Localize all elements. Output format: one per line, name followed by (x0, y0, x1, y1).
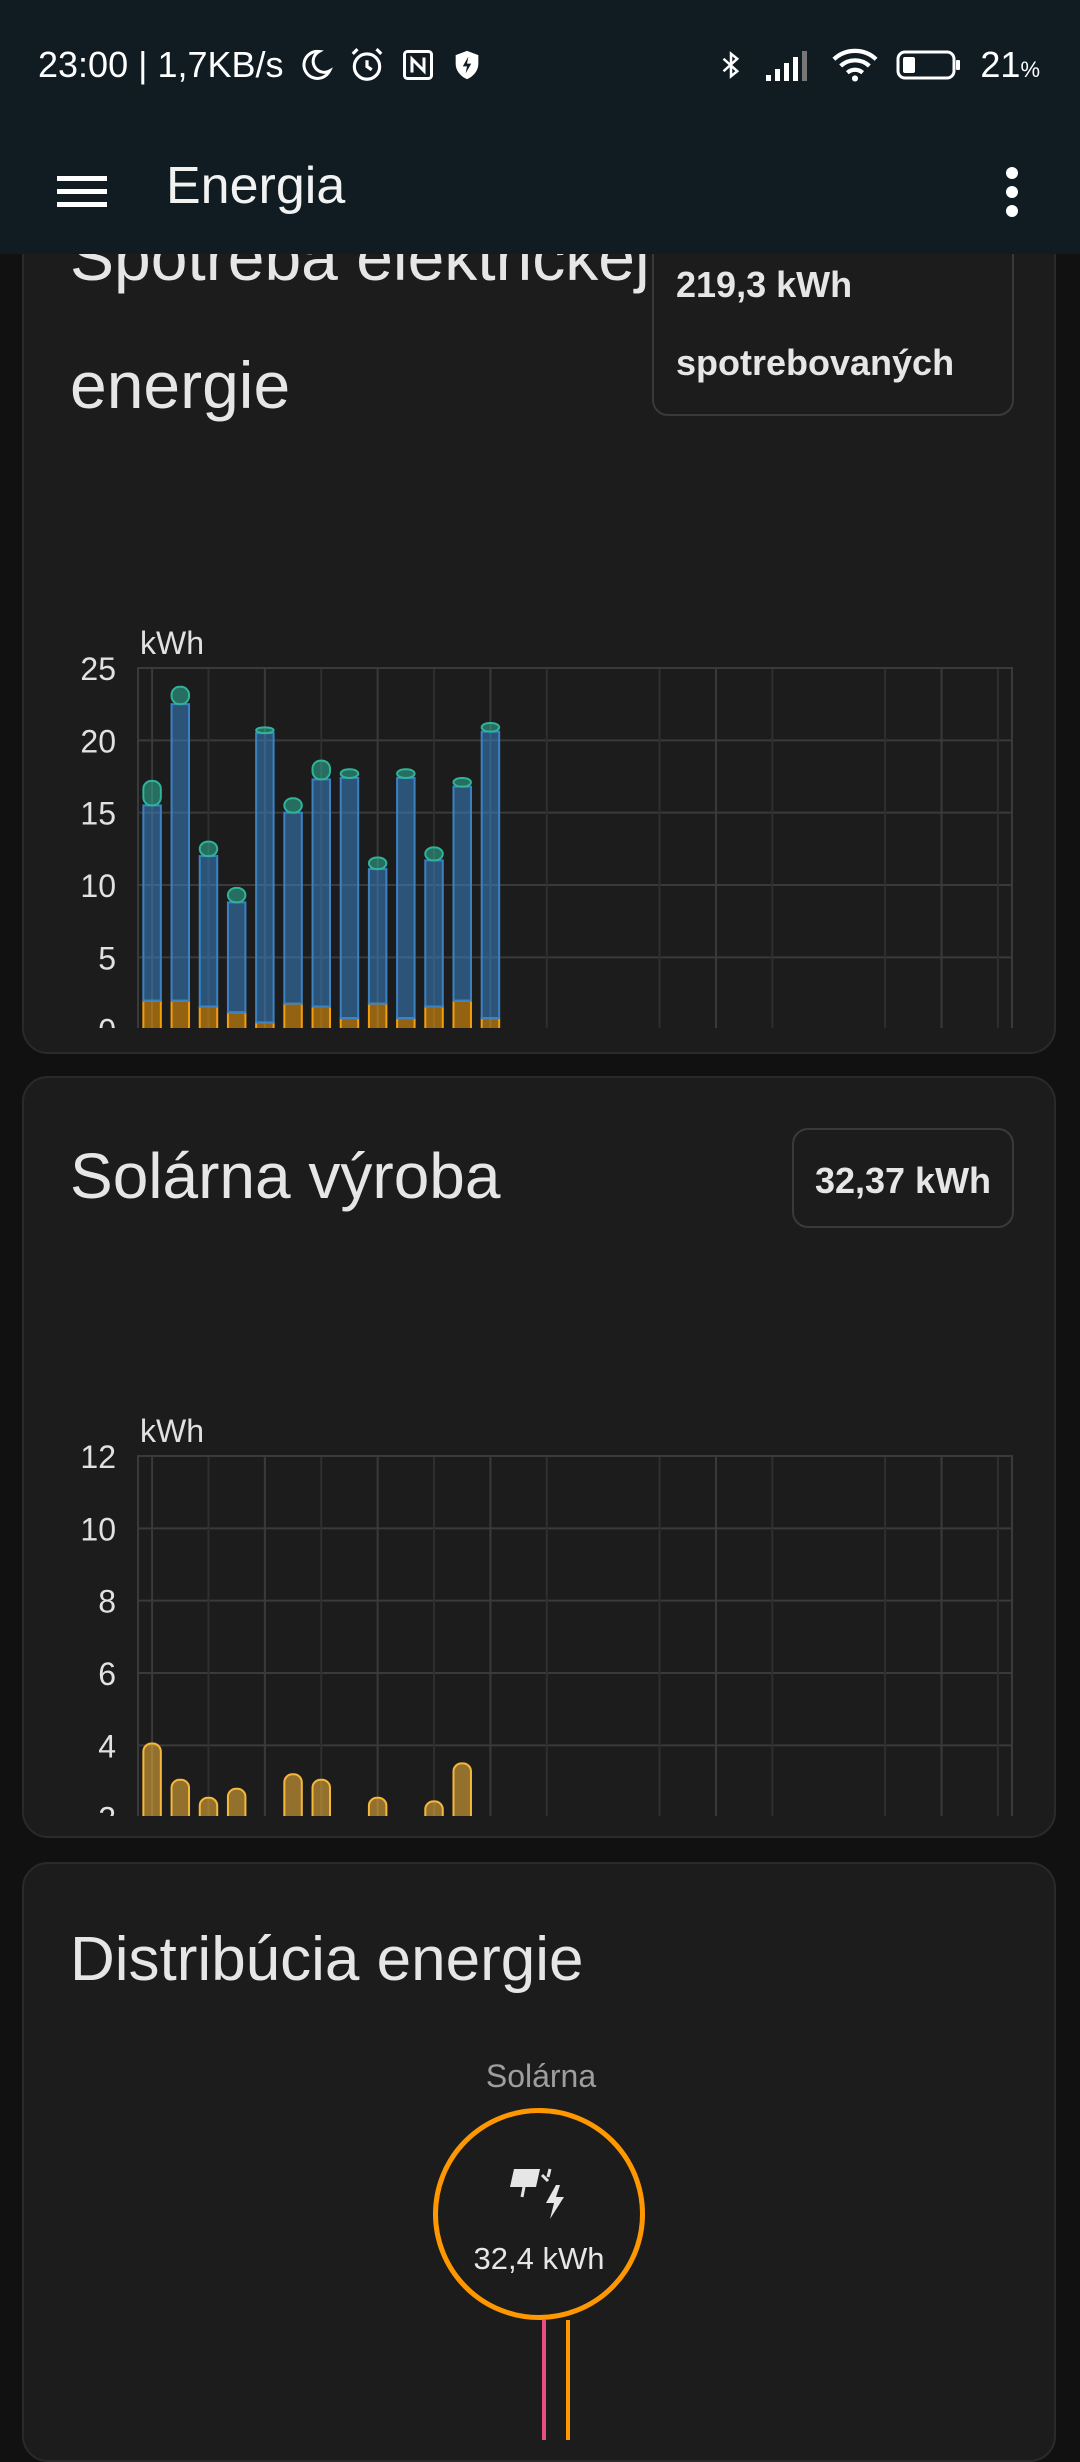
consumption-bar-day5-s1 (255, 732, 275, 1024)
consumption-bar-day1-s2 (142, 779, 162, 807)
consumption-bar-day6-s0 (283, 1002, 303, 1028)
consumption-bar-day13-s1 (480, 730, 501, 1020)
consumption-bar-day10-s2 (396, 768, 416, 779)
wifi-icon (832, 47, 878, 83)
solar-node-value: 32,4 kWh (473, 2241, 605, 2276)
consumption-chart: -505101520251. 12.5. 12.9. 12.13. 12.21.… (80, 625, 1013, 1028)
consumption-ytick-label: 15 (80, 796, 116, 832)
solar-bar-day4-s1 (226, 1787, 247, 1816)
solar-bar-day7-s1 (311, 1778, 331, 1816)
solar-badge-value: 32,37 kWh (814, 1160, 992, 1201)
consumption-badge-value: 219,3 kWh (676, 264, 853, 305)
consumption-bar-day3-s2 (198, 840, 219, 858)
consumption-ytick-label: 25 (80, 651, 116, 687)
consumption-bar-day11-s0 (424, 1005, 444, 1028)
solar-ytick-label: 8 (98, 1584, 116, 1620)
consumption-plot-frame (137, 667, 1013, 1028)
consumption-ytick-label: 10 (80, 868, 116, 904)
solar-bar-day2-s1 (170, 1778, 191, 1816)
status-bar: 23:00 | 1,7KB/s 21% (0, 0, 1080, 130)
alarm-icon (348, 46, 386, 84)
consumption-bar-day7-s1 (311, 778, 331, 1008)
solar-card: Solárna výroba 32,37 kWh 0246810121. 12.… (22, 1076, 1056, 1838)
consumption-bar-day12-s0 (452, 999, 472, 1028)
consumption-bar-day9-s2 (367, 856, 388, 871)
shield-icon (450, 47, 484, 83)
solar-ytick-label: 12 (80, 1439, 116, 1475)
consumption-bar-day13-s0 (480, 1017, 501, 1028)
solar-title: Solárna výroba (70, 1140, 501, 1212)
consumption-bar-day10-s1 (396, 776, 416, 1020)
solar-flow-lines (542, 2320, 570, 2440)
battery-icon (896, 48, 962, 82)
consumption-bar-day6-s1 (283, 811, 303, 1005)
solar-bar-day6-s1 (283, 1773, 303, 1816)
consumption-bar-day7-s0 (311, 1005, 331, 1028)
solar-ytick-label: 4 (98, 1728, 116, 1764)
more-vert-icon[interactable] (980, 160, 1044, 224)
consumption-bar-day3-s0 (198, 1005, 219, 1028)
bluetooth-icon (716, 45, 746, 85)
battery-percent: 21% (980, 44, 1040, 85)
distribution-title: Distribúcia energie (70, 1925, 584, 1994)
consumption-bar-day1-s1 (142, 804, 162, 1002)
consumption-bar-day12-s2 (452, 776, 472, 788)
app-bar: Energia (0, 130, 1080, 254)
solar-bar-day12-s1 (452, 1762, 472, 1816)
solar-ytick-label: 10 (80, 1511, 116, 1547)
consumption-bar-day4-s1 (226, 901, 247, 1014)
solar-bar-day1-s1 (142, 1742, 162, 1816)
consumption-bar-day8-s0 (339, 1017, 360, 1028)
consumption-bar-day9-s0 (367, 1002, 388, 1028)
consumption-bar-day13-s2 (480, 721, 501, 733)
consumption-badge-label: spotrebovaných (676, 342, 955, 383)
solar-chart: 0246810121. 12.5. 12.9. 12.13. 12.21. 12… (80, 1413, 1013, 1816)
hamburger-menu-icon[interactable] (50, 160, 114, 224)
solar-ytick-label: 2 (98, 1801, 116, 1816)
consumption-card: Spotreba elektrickej energie 219,3 kWh s… (22, 150, 1056, 1054)
consumption-title-line2: energie (70, 348, 291, 422)
consumption-bar-day1-s0 (142, 999, 162, 1028)
consumption-bar-day7-s2 (311, 759, 331, 781)
solar-bar-day3-s1 (198, 1796, 219, 1816)
solar-node-label: Solárna (485, 2058, 597, 2094)
consumption-badge: 219,3 kWh spotrebovaných (652, 212, 1014, 416)
solar-grid (138, 1455, 1012, 1816)
consumption-ytick-label: 5 (98, 940, 116, 976)
consumption-bar-day3-s1 (198, 855, 219, 1008)
consumption-bar-day10-s0 (396, 1017, 416, 1028)
consumption-bar-day12-s1 (452, 785, 472, 1002)
page-title: Energia (166, 157, 346, 215)
consumption-bar-day2-s1 (170, 703, 191, 1002)
status-time-speed: 23:00 | 1,7KB/s (38, 44, 284, 85)
distribution-card: Distribúcia energie Solárna 32,4 kWh (22, 1862, 1056, 2462)
solar-ylabel: kWh (140, 1413, 204, 1449)
consumption-bar-day4-s2 (226, 886, 247, 904)
signal-icon (764, 47, 814, 83)
consumption-ytick-label: 20 (80, 723, 116, 759)
moon-icon (298, 47, 334, 83)
consumption-bar-day4-s0 (226, 1011, 247, 1028)
solar-bar-day9-s1 (367, 1796, 388, 1816)
consumption-bar-day2-s0 (170, 999, 191, 1028)
consumption-bar-day8-s2 (339, 768, 360, 779)
solar-node[interactable]: 32,4 kWh (433, 2108, 645, 2320)
consumption-bar-day11-s2 (424, 846, 444, 862)
consumption-bar-day11-s1 (424, 859, 444, 1008)
consumption-bar-day8-s1 (339, 776, 360, 1020)
consumption-bar-day2-s2 (170, 685, 191, 706)
solar-ytick-label: 6 (98, 1656, 116, 1692)
consumption-ytick-label: 0 (98, 1013, 116, 1028)
solar-bar-day11-s1 (424, 1800, 444, 1816)
solar-badge: 32,37 kWh (792, 1128, 1014, 1228)
consumption-bar-day9-s1 (367, 868, 388, 1005)
solar-plot-frame (137, 1455, 1013, 1816)
consumption-bar-day5-s2 (255, 726, 275, 735)
nfc-icon (400, 47, 436, 83)
consumption-ylabel: kWh (140, 625, 204, 661)
solar-power-icon (510, 2165, 574, 2226)
consumption-bar-day6-s2 (283, 797, 303, 814)
